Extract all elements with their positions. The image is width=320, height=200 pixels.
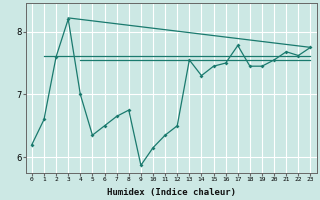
X-axis label: Humidex (Indice chaleur): Humidex (Indice chaleur) [107,188,236,197]
